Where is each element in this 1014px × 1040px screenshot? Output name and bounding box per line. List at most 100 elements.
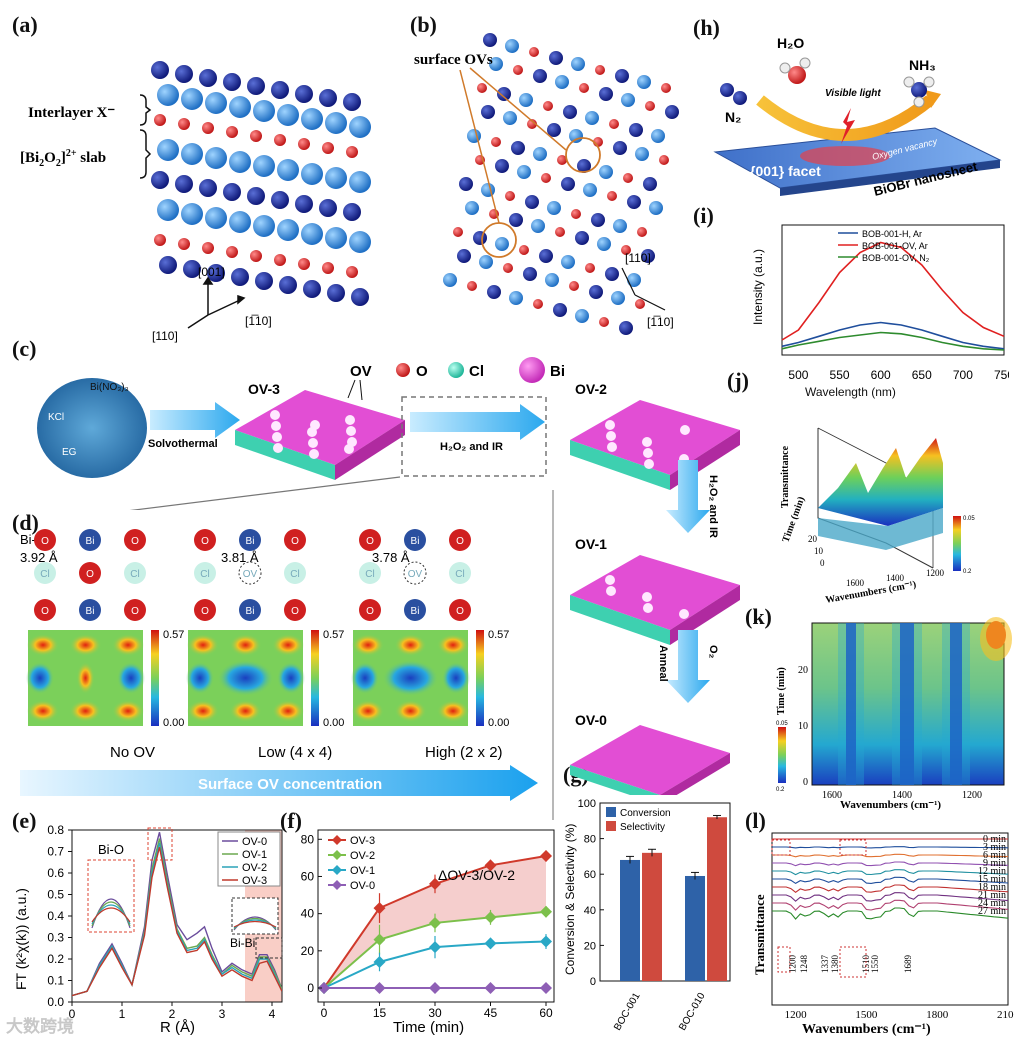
l-time-label: 27 min [978,906,1006,917]
oxygen-vacancy [642,592,652,602]
atom-sphere [151,61,169,79]
e-ytick-label: 0.1 [47,974,64,988]
i-legend-item: BOB-001-H, Ar [862,229,922,239]
atom-ov [403,561,427,585]
atom-sphere [183,260,201,278]
j-xtick-label: 1600 [846,578,865,588]
f-ytick-label: 60 [301,869,315,883]
atom-sphere [519,245,529,255]
atom-sphere [223,183,241,201]
i-xtick-label: 650 [912,368,932,382]
label-surface-ovs: surface OVs [414,52,493,68]
atom-label: Bi [411,606,420,617]
atom-label: Cl [130,569,139,580]
atom-sphere [599,317,609,327]
h-facet: {001} facet [750,163,821,179]
g-bar-Selectivity [642,852,662,981]
panel-label-j: (j) [727,368,749,393]
atom-sphere [343,93,361,111]
atom-sphere [301,163,323,185]
atom-label: O [456,606,464,617]
j-colorbar [953,516,961,571]
atom-sphere [325,167,347,189]
k-ytick-label: 10 [798,721,808,732]
l-time-label: 15 min [978,874,1006,885]
slab-ov0-wrap [570,725,730,795]
atom-sphere [547,123,561,137]
atom-cl [124,562,146,584]
atom-sphere [635,299,645,309]
oxygen-vacancy [605,575,615,585]
axis-b-110: [110] [625,251,651,265]
l-spectrum [772,846,1009,849]
j-xtick-label: 1400 [886,573,905,583]
atom-sphere [615,69,629,83]
f-legend-OV-0: OV-0 [350,880,375,892]
d-banner-text: Surface OV concentration [198,776,382,793]
reaction-arc [756,95,934,141]
l-xlabel: Wavenumbers (cm⁻¹) [802,1022,931,1037]
panel-c-scheme: Bi(NO₃)₃ KCl EG Solvothermal H₂O₂ and IR… [37,357,740,510]
f-xtick-label: 45 [484,1006,498,1020]
e-ytick-label: 0.6 [47,866,64,880]
atom-bi [404,529,426,551]
panel-d: Bi-Bi 3.92 Å 3.81 Å 3.78 Å O Bi OCl O ClO Bi O… [20,529,509,761]
atom-sphere [659,155,669,165]
e-ytick-label: 0.3 [47,931,64,945]
panel-k-contour: 0.05 0.2 Time (min) 1600 1400 1200 0 10 20 Wa… [776,617,1012,810]
atom-sphere [178,238,190,250]
l-spectrum [772,876,1009,885]
g-bar-Selectivity [707,817,727,981]
atom-sphere [517,165,531,179]
panel-label-h: (h) [693,15,720,40]
e-xlabel: R (Å) [160,1019,195,1035]
i-legend-item: BOB-001-OV, Ar [862,241,928,251]
k-cbar-max: 0.05 [776,721,788,727]
lightning-icon [841,108,855,144]
l-peak-label: 1510 [861,955,871,974]
atom-sphere [159,256,177,274]
g-category-label: BOC-010 [677,991,708,1033]
c-legend-cl: Cl [469,363,484,380]
atom-sphere [557,155,567,165]
d-dist3: 3.78 Å [372,550,410,565]
atom-sphere [539,249,553,263]
f-legend-OV-2: OV-2 [350,850,375,862]
atom-sphere [477,83,487,93]
atom-sphere [533,69,547,83]
e-ytick-label: 0.8 [47,823,64,837]
atom-sphere [453,227,463,237]
label-interlayer: Interlayer X⁻ [28,105,115,121]
atom-sphere [223,73,241,91]
slab-top [570,725,730,795]
f-point [484,911,497,924]
e-bibi: Bi-Bi [230,936,255,950]
atom-o [79,562,101,584]
c-legend-bi: Bi [550,363,565,380]
atom-sphere [505,191,515,201]
l-xtick-label: 2100 [997,1009,1014,1021]
atom-sphere [351,288,369,306]
l-spectrum [772,892,1009,902]
k-ytick-label: 0 [803,777,808,788]
atom-sphere [571,57,585,71]
atom-sphere [561,177,575,191]
l-spectrum [772,861,1009,867]
atom-sphere [589,285,603,299]
g-ytick-label: 20 [584,940,596,952]
atom-cl [284,562,306,584]
i-xtick-label: 500 [788,368,808,382]
atom-sphere [274,134,286,146]
oxygen-vacancy [680,425,690,435]
l-xtick-label: 1200 [785,1009,808,1021]
atom-sphere [509,213,523,227]
e-inset-right [231,897,279,935]
atom-label: O [291,536,299,547]
atom-sphere [205,207,227,229]
atom-sphere [277,159,299,181]
oxygen-vacancy [273,443,283,453]
elf-scale-max: 0.57 [488,629,509,641]
axis-label-1m10: [1̅10] [245,314,272,328]
atom-sphere [585,263,595,273]
atom-label: OV [243,569,258,580]
